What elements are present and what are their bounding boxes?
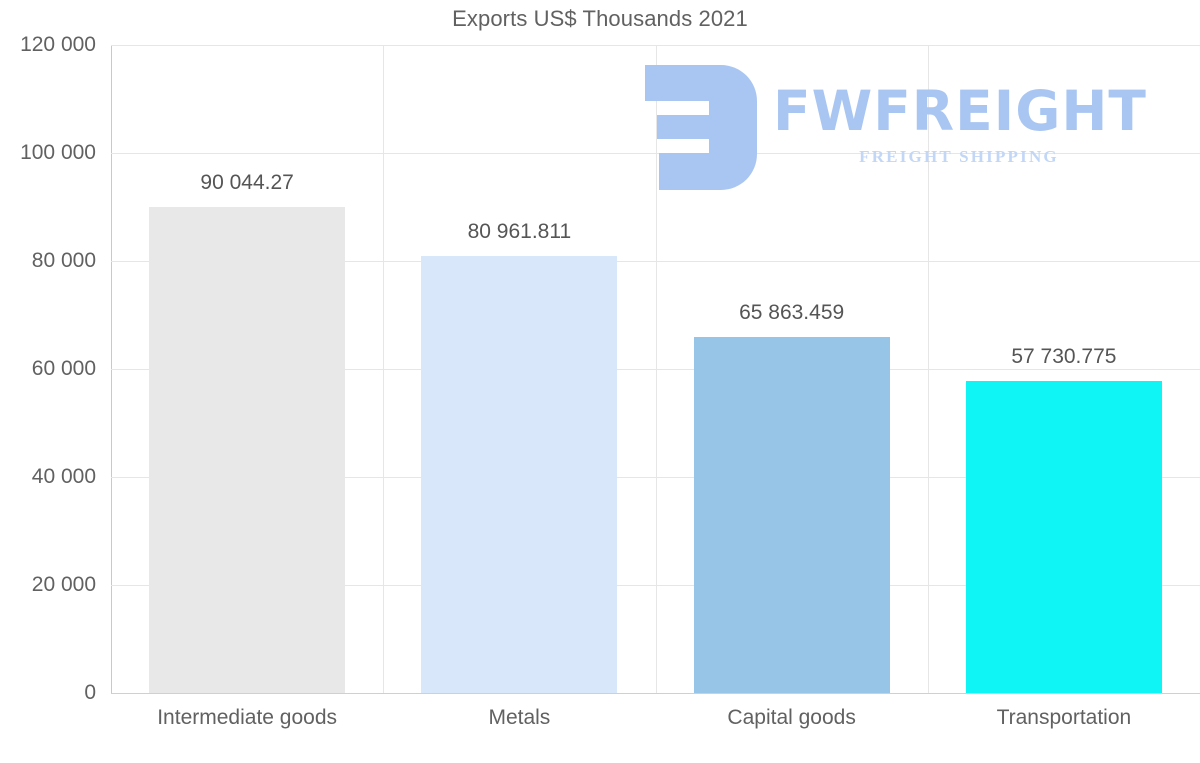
y-axis-tick-label: 120 000 — [20, 33, 96, 56]
gridline-y — [111, 693, 1200, 694]
plot-area — [111, 45, 1200, 694]
gridline-x — [928, 45, 929, 693]
bar-value-label: 80 961.811 — [467, 219, 572, 243]
x-axis-tick-label: Intermediate goods — [157, 706, 338, 729]
bar[interactable] — [693, 337, 890, 693]
x-axis-tick-label: Transportation — [996, 706, 1132, 729]
y-axis-tick-label: 0 — [84, 681, 96, 704]
bar[interactable] — [149, 206, 346, 693]
y-axis-tick-label: 20 000 — [31, 573, 96, 596]
gridline-y — [111, 261, 1200, 262]
y-axis-tick-label: 40 000 — [31, 465, 96, 488]
y-axis-tick-label: 100 000 — [20, 141, 96, 164]
gridline-x — [383, 45, 384, 693]
bar-value-label: 90 044.27 — [200, 170, 294, 194]
y-axis-tick-label: 80 000 — [31, 249, 96, 272]
gridline-y — [111, 45, 1200, 46]
bar-value-label: 57 730.775 — [1011, 345, 1117, 369]
bar[interactable] — [421, 255, 618, 693]
gridline-x — [656, 45, 657, 693]
bar-value-label: 65 863.459 — [739, 301, 845, 325]
gridline-y — [111, 369, 1200, 370]
gridline-y — [111, 477, 1200, 478]
y-axis-tick-label: 60 000 — [31, 357, 96, 380]
gridline-y — [111, 585, 1200, 586]
x-axis-tick-label: Metals — [488, 706, 551, 729]
bar[interactable] — [965, 381, 1162, 693]
chart-title: Exports US$ Thousands 2021 — [452, 6, 748, 31]
x-axis-tick-label: Capital goods — [727, 706, 856, 729]
